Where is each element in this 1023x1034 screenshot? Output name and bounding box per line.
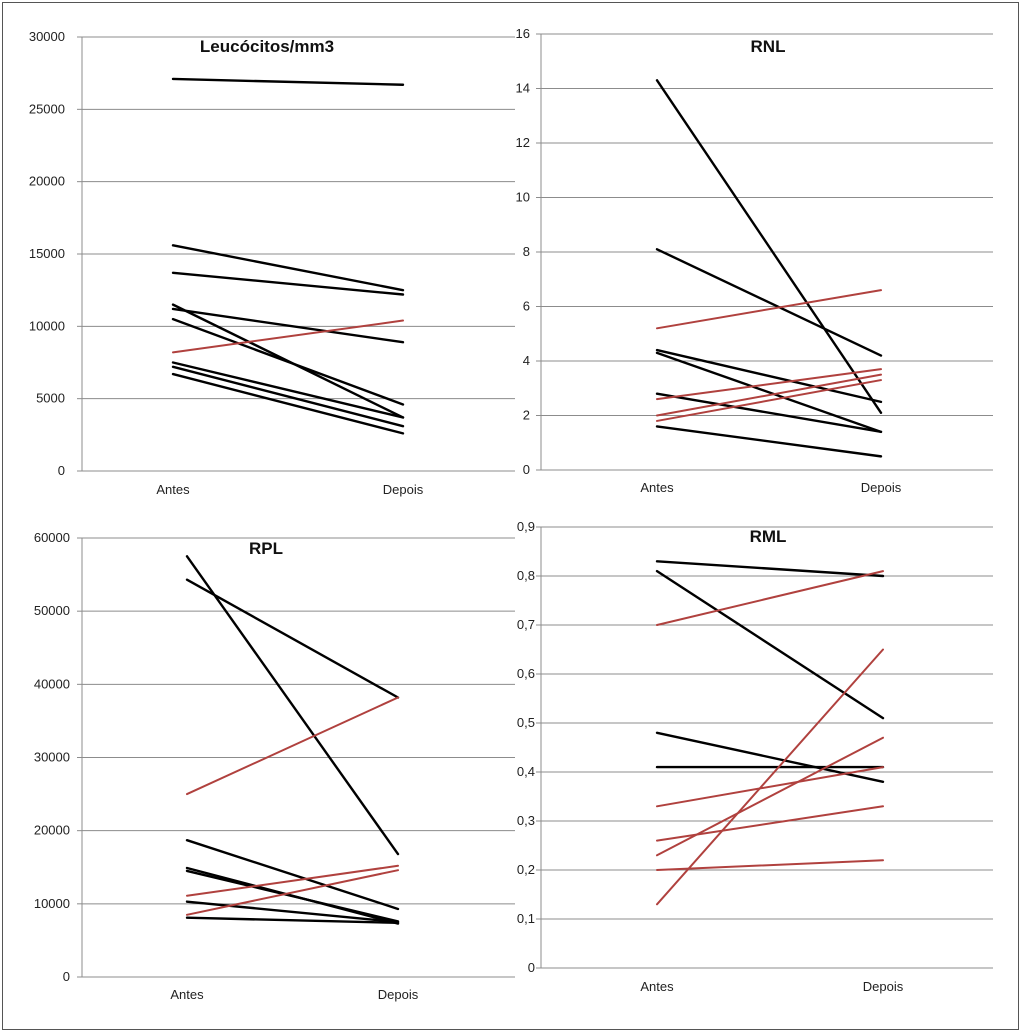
y-tick-label: 8 <box>523 244 530 259</box>
series-line <box>656 805 884 842</box>
x-tick-label: Depois <box>383 482 424 497</box>
y-tick-label: 30000 <box>29 29 65 44</box>
series-line <box>171 361 405 419</box>
series-line <box>656 289 882 330</box>
y-tick-label: 15000 <box>29 246 65 261</box>
x-tick-label: Depois <box>378 987 419 1002</box>
series-line <box>656 379 882 422</box>
series-line <box>655 79 883 414</box>
y-tick-label: 16 <box>516 26 530 41</box>
series-line <box>655 425 883 458</box>
y-tick-label: 0,2 <box>517 862 535 877</box>
series-line <box>171 307 405 344</box>
x-tick-label: Depois <box>861 480 902 495</box>
series-line <box>186 696 399 796</box>
series-line <box>656 859 884 871</box>
series-line <box>171 372 405 435</box>
series-line <box>656 648 884 906</box>
series-line <box>171 77 405 86</box>
chart-rpl: 0 10000 20000 30000 40000 50000 60000 Antes Depo… <box>34 530 515 1002</box>
series-line <box>186 864 399 897</box>
series-line <box>186 869 399 916</box>
y-tick-label: 0,9 <box>517 519 535 534</box>
series-line <box>655 731 885 783</box>
x-tick-label: Antes <box>170 987 204 1002</box>
y-tick-label: 6 <box>523 299 530 314</box>
y-tick-label: 2 <box>523 408 530 423</box>
series-line <box>185 578 400 699</box>
x-tick-label: Depois <box>863 979 904 994</box>
y-tick-label: 0,8 <box>517 568 535 583</box>
series-line <box>185 900 400 924</box>
series-line <box>655 348 883 404</box>
series-line <box>185 869 400 923</box>
chart-rnl: 0 2 4 6 8 10 12 14 16 Antes Depois RNL <box>516 26 993 495</box>
x-tick-label: Antes <box>640 480 674 495</box>
y-tick-label: 40000 <box>34 676 70 691</box>
series-line <box>656 570 884 626</box>
y-tick-label: 10000 <box>29 318 65 333</box>
chart-title: Leucócitos/mm3 <box>200 37 334 56</box>
series-line <box>185 916 400 925</box>
chart-title: RPL <box>249 539 283 558</box>
y-tick-label: 12 <box>516 135 530 150</box>
y-tick-label: 4 <box>523 353 530 368</box>
series-line <box>656 368 882 401</box>
y-tick-label: 0,3 <box>517 813 535 828</box>
y-tick-label: 20000 <box>34 823 70 838</box>
series-line <box>185 555 400 856</box>
y-tick-label: 10 <box>516 190 530 205</box>
y-tick-label: 0,1 <box>517 911 535 926</box>
series-line <box>171 271 405 296</box>
x-tick-label: Antes <box>156 482 190 497</box>
series-line <box>655 392 883 434</box>
y-tick-label: 10000 <box>34 896 70 911</box>
series-line <box>185 838 400 911</box>
y-tick-label: 0,7 <box>517 617 535 632</box>
series-line <box>655 248 883 357</box>
y-tick-label: 5000 <box>36 391 65 406</box>
series-line <box>171 317 405 406</box>
chart-rml: 0 0,1 0,2 0,3 0,4 0,5 0,6 0,7 0,8 0,9 Antes Depois R… <box>517 519 993 994</box>
x-tick-label: Antes <box>640 979 674 994</box>
series-line <box>171 365 405 428</box>
y-tick-label: 0 <box>528 960 535 975</box>
y-tick-label: 25000 <box>29 101 65 116</box>
y-tick-label: 0 <box>523 462 530 477</box>
series-line <box>171 244 405 292</box>
chart-leucocitos: 0 5000 10000 15000 20000 25000 30000 Antes Depoi… <box>29 29 515 497</box>
y-tick-label: 0,4 <box>517 764 535 779</box>
series-line <box>655 351 883 434</box>
y-tick-label: 20000 <box>29 174 65 189</box>
y-tick-label: 0 <box>63 969 70 984</box>
series-line <box>655 569 885 720</box>
y-tick-label: 50000 <box>34 603 70 618</box>
y-tick-label: 60000 <box>34 530 70 545</box>
y-tick-label: 14 <box>516 81 530 96</box>
y-tick-label: 0 <box>58 463 65 478</box>
y-tick-label: 0,6 <box>517 666 535 681</box>
y-tick-label: 30000 <box>34 750 70 765</box>
series-line <box>172 319 404 354</box>
series-line <box>655 560 885 578</box>
chart-title: RNL <box>751 37 786 56</box>
series-line <box>656 373 882 417</box>
y-tick-label: 0,5 <box>517 715 535 730</box>
chart-title: RML <box>750 527 787 546</box>
series-line <box>656 766 884 808</box>
series-line <box>656 736 884 857</box>
